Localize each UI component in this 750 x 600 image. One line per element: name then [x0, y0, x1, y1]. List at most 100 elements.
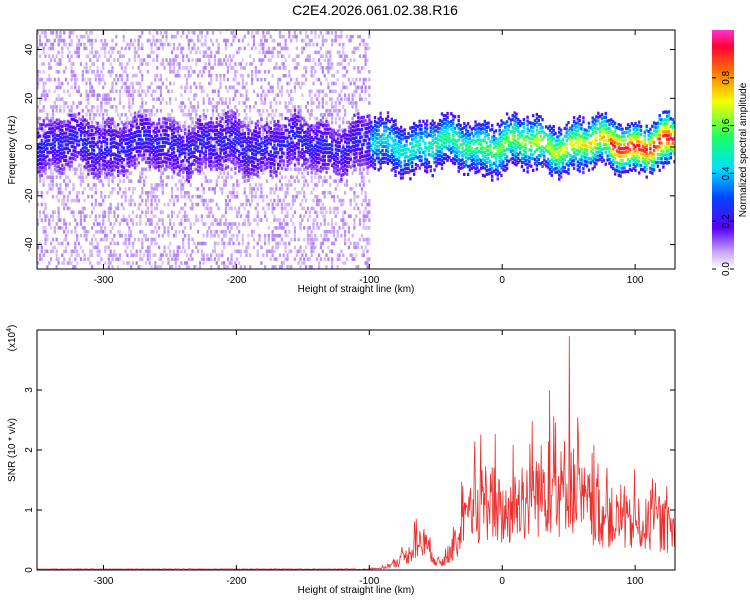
spectrogram-cell: [208, 73, 211, 78]
spectrogram-cell: [286, 144, 289, 148]
spectrogram-cell: [327, 109, 330, 113]
spectrogram-cell: [85, 31, 88, 35]
spectrogram-cell: [321, 159, 325, 163]
spectrogram-cell: [230, 117, 233, 121]
spectrogram-cell: [232, 31, 235, 35]
spectrogram-cell: [316, 257, 319, 261]
spectrogram-cell: [211, 89, 215, 94]
spectrogram-cell: [102, 128, 105, 132]
spectrogram-cell: [98, 112, 101, 117]
spectrogram-cell: [68, 137, 71, 141]
spectrogram-cell: [191, 206, 194, 211]
spectrogram-cell: [210, 120, 213, 124]
spectrogram-cell: [63, 105, 66, 109]
spectrogram-cell: [63, 131, 66, 135]
spectrogram-cell: [128, 164, 131, 168]
spectrogram-cell: [238, 126, 241, 130]
spectrogram-cell: [329, 135, 332, 139]
spectrogram-cell: [331, 38, 334, 43]
spectrogram-cell: [94, 183, 97, 187]
spectrogram-cell: [107, 101, 110, 105]
spectrogram-cell: [331, 140, 334, 144]
spectrogram-cell: [197, 202, 200, 207]
spectrogram-cell: [59, 139, 62, 144]
spectrogram-cell: [262, 50, 265, 55]
spectrogram-cell: [271, 116, 274, 121]
spectrogram-cell: [55, 157, 58, 161]
spectrogram-cell: [57, 153, 60, 157]
spectrogram-cell: [117, 132, 120, 136]
spectrogram-cell: [286, 233, 289, 238]
spectrogram-cell: [238, 140, 241, 144]
spectrogram-cell: [291, 141, 295, 145]
spectrogram-cell: [247, 178, 250, 183]
spectrogram-cell: [117, 158, 120, 162]
spectrogram-cell: [260, 137, 263, 141]
spectrogram-cell: [118, 127, 122, 131]
spectrogram-cell: [180, 148, 183, 152]
spectrogram-cell: [318, 161, 321, 165]
spectrogram-cell: [321, 38, 324, 43]
spectrogram-cell: [130, 128, 133, 132]
spectrogram-cell: [87, 141, 90, 145]
spectrogram-cell: [238, 50, 241, 55]
spectrogram-cell: [195, 136, 198, 140]
spectrogram-cell: [316, 222, 319, 226]
spectrogram-cell: [120, 46, 123, 51]
spectrogram-cell: [141, 126, 144, 130]
spectrogram-cell: [96, 172, 99, 176]
spectrogram-cell: [305, 120, 308, 125]
spectrogram-cell: [172, 233, 175, 238]
spectrogram-cell: [236, 163, 239, 168]
spectrogram-cell: [329, 158, 332, 162]
spectrogram-cell: [223, 265, 226, 269]
spectrogram-cell: [275, 101, 278, 105]
spectrogram-cell: [137, 114, 140, 118]
spectrogram-cell: [118, 158, 122, 162]
spectrogram-cell: [310, 241, 313, 246]
spectrogram-cell: [158, 145, 161, 149]
spectrogram-cell: [154, 265, 157, 269]
spectrogram-cell: [131, 132, 135, 136]
spectrogram-cell: [297, 130, 300, 135]
spectrogram-cell: [89, 187, 92, 191]
spectrogram-cell: [167, 141, 170, 145]
spectrogram-cell: [288, 265, 291, 269]
spectrogram-cell: [50, 42, 53, 47]
spectrogram-cell: [178, 151, 181, 156]
spectrogram-cell: [305, 245, 308, 250]
spectrogram-cell: [217, 148, 220, 152]
spectrogram-cell: [74, 50, 77, 55]
spectrogram-cell: [144, 191, 148, 195]
spectrogram-cell: [102, 155, 105, 159]
spectrogram-cell: [247, 139, 250, 143]
spectrogram-cell: [323, 257, 326, 261]
spectrogram-cell: [211, 249, 215, 254]
spectrogram-cell: [176, 214, 179, 218]
spectrogram-cell: [42, 109, 45, 113]
spectrogram-cell: [42, 159, 45, 164]
spectrogram-cell: [312, 132, 315, 136]
spectrogram-cell: [171, 163, 174, 167]
spectrogram-cell: [89, 133, 92, 137]
spectrogram-cell: [310, 249, 313, 254]
spectrogram-cell: [247, 128, 250, 132]
spectrogram-cell: [280, 89, 283, 94]
spectrogram-cell: [107, 70, 110, 74]
spectrogram-cell: [275, 159, 278, 164]
spectrogram-cell: [51, 237, 55, 242]
spectrogram-cell: [46, 131, 49, 135]
spectrogram-cell: [223, 245, 226, 250]
spectrogram-cell: [278, 124, 282, 128]
spectrogram-cell: [150, 123, 153, 127]
spectrogram-cell: [37, 31, 40, 35]
spectrogram-cell: [219, 171, 222, 175]
spectrogram-cell: [308, 241, 311, 246]
spectrogram-cell: [68, 42, 71, 47]
spectrogram-cell: [187, 218, 190, 222]
spectrogram-cell: [38, 161, 42, 165]
spectrogram-cell: [211, 109, 215, 113]
spectrogram-cell: [44, 93, 47, 97]
spectrogram-cell: [141, 58, 144, 62]
spectrogram-cell: [202, 136, 205, 140]
